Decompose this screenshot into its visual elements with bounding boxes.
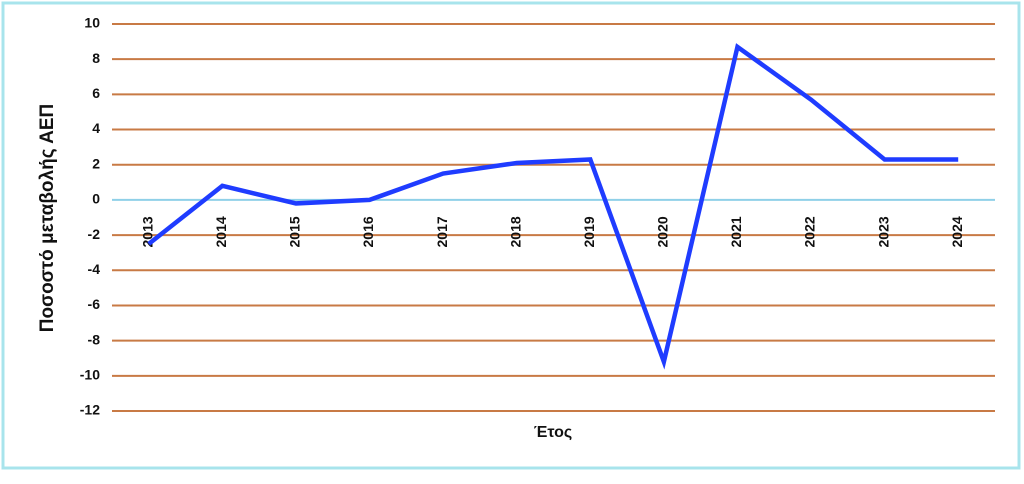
- y-tick-label: 6: [92, 85, 100, 101]
- x-axis-title: Έτος: [534, 424, 572, 441]
- y-tick-label: 8: [92, 50, 100, 66]
- y-tick-label: 4: [92, 120, 100, 136]
- y-tick-label: -6: [88, 296, 101, 312]
- x-tick-label: 2017: [434, 216, 450, 247]
- y-tick-label: 2: [92, 155, 100, 171]
- y-tick-label: -2: [88, 226, 101, 242]
- x-tick-label: 2016: [360, 216, 376, 247]
- y-axis-title: Ποσοστό μεταβολής ΑΕΠ: [37, 104, 58, 333]
- x-tick-label: 2022: [802, 216, 818, 247]
- x-tick-label: 2020: [655, 216, 671, 247]
- y-tick-label: -10: [80, 367, 100, 383]
- x-tick-label: 2019: [581, 216, 597, 247]
- y-tick-label: -8: [88, 331, 101, 347]
- x-tick-label: 2014: [213, 216, 229, 247]
- data-line: [147, 43, 959, 370]
- x-tick-label: 2021: [728, 216, 744, 247]
- y-tick-label: -12: [80, 402, 100, 418]
- x-tick-label: 2018: [507, 216, 523, 247]
- y-tick-label: 10: [84, 15, 100, 31]
- y-tick-label: 0: [92, 191, 100, 207]
- x-tick-label: 2024: [949, 216, 965, 247]
- x-tick-label: 2015: [287, 216, 303, 247]
- x-tick-label: 2023: [875, 216, 891, 247]
- y-tick-label: -4: [88, 261, 101, 277]
